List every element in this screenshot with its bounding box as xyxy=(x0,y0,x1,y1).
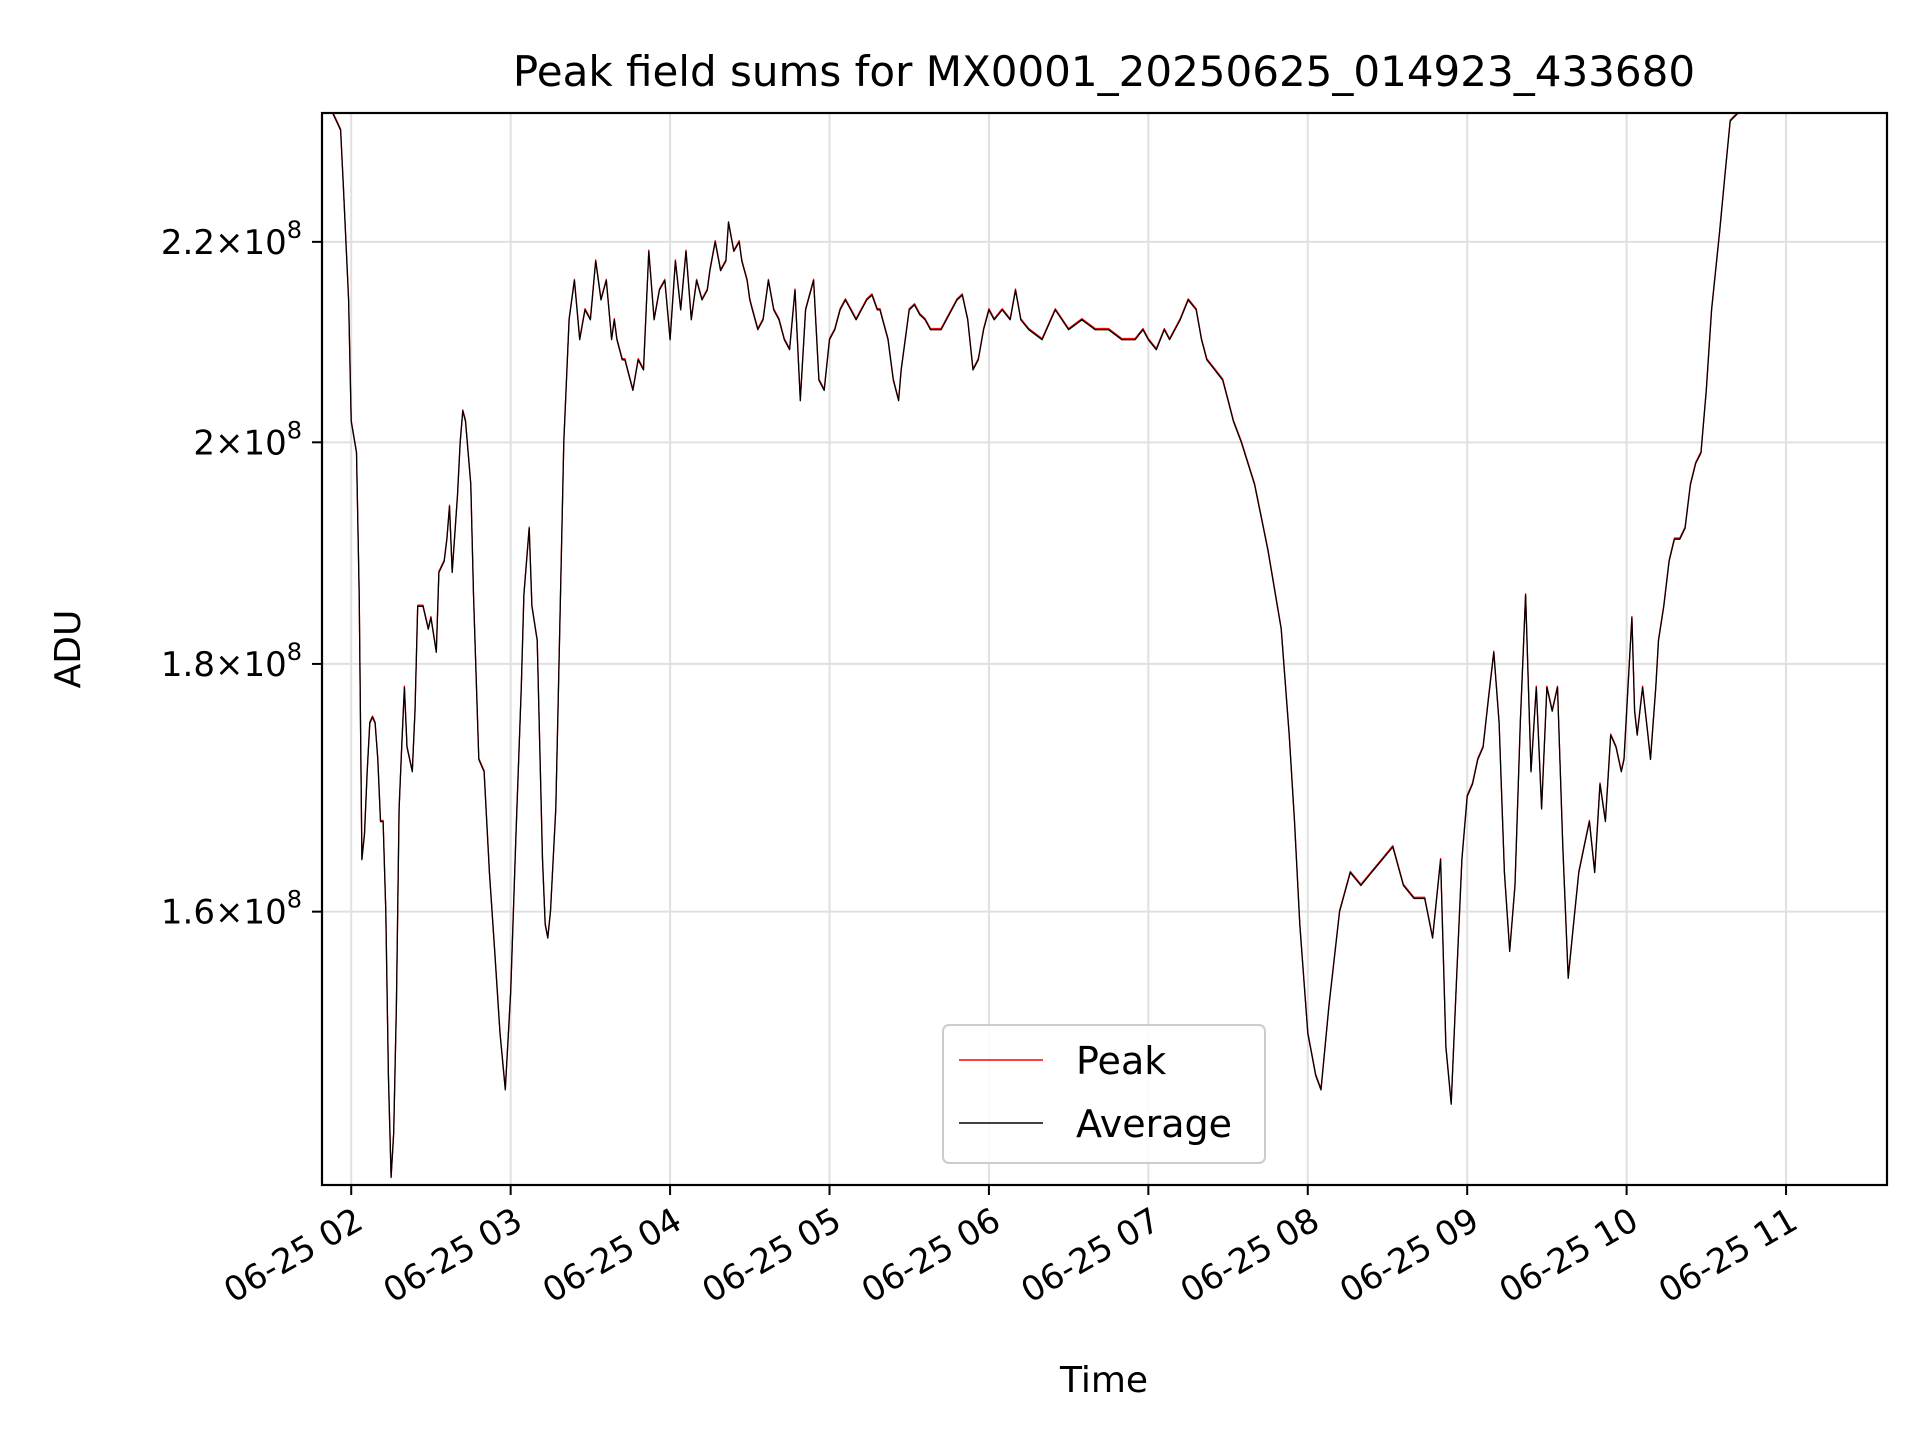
legend-label-peak: Peak xyxy=(1076,1039,1166,1083)
y-tick-exponent: 8 xyxy=(287,416,302,444)
legend-label-average: Average xyxy=(1076,1102,1232,1146)
legend: Peak Average xyxy=(942,1024,1266,1164)
y-tick-mantissa: 2 xyxy=(193,423,215,463)
plot-frame xyxy=(320,111,1889,1187)
y-tick-label: 1.6×108 xyxy=(161,886,302,933)
y-tick-base: ×10 xyxy=(215,893,287,933)
y-tick-base: ×10 xyxy=(215,423,287,463)
y-tick-exponent: 8 xyxy=(287,886,302,914)
chart-title: Peak field sums for MX0001_20250625_0149… xyxy=(513,47,1695,96)
y-tick-base: ×10 xyxy=(215,645,287,685)
grid xyxy=(322,113,1887,1185)
y-tick-label: 2.2×108 xyxy=(161,216,302,263)
y-tick-mantissa: 1.6 xyxy=(161,893,215,933)
y-tick-mantissa: 2.2 xyxy=(161,223,215,263)
y-tick-mantissa: 1.8 xyxy=(161,645,215,685)
y-tick-base: ×10 xyxy=(215,223,287,263)
series-layer xyxy=(322,113,1739,1179)
y-tick-label: 1.8×108 xyxy=(161,638,302,685)
y-tick-label: 2×108 xyxy=(193,416,302,463)
y-axis-label: ADU xyxy=(48,610,89,689)
y-tick-exponent: 8 xyxy=(287,216,302,244)
x-axis-label: Time xyxy=(1059,1360,1148,1401)
y-tick-exponent: 8 xyxy=(287,638,302,666)
series-line-average xyxy=(322,113,1739,1179)
